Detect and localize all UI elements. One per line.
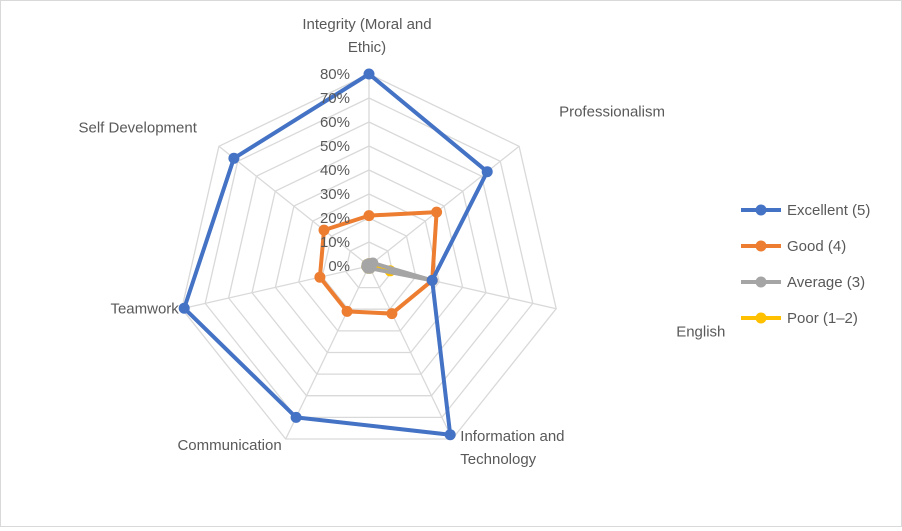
data-point xyxy=(290,411,302,423)
category-label-professionalism: Professionalism xyxy=(559,103,665,120)
grid-spoke xyxy=(368,265,453,440)
category-label-line: Communication xyxy=(177,437,281,454)
tick-label: 10% xyxy=(320,234,350,251)
category-label-line: Integrity (Moral and xyxy=(302,16,431,33)
data-point xyxy=(363,210,375,222)
legend-item-good-4: Good (4) xyxy=(741,238,846,255)
category-label-self-development: Self Development xyxy=(78,119,197,136)
grid-spoke xyxy=(218,145,370,267)
grid-ring-60 xyxy=(227,121,511,397)
legend-label: Excellent (5) xyxy=(787,202,870,219)
tick-label: 70% xyxy=(320,90,350,107)
legend-label: Good (4) xyxy=(787,238,846,255)
series-average-3 xyxy=(361,257,438,286)
category-label-teamwork: Teamwork xyxy=(110,301,179,318)
category-label-line: Information and xyxy=(460,428,564,445)
grid-spoke xyxy=(368,145,520,267)
tick-label: 80% xyxy=(320,66,350,83)
category-label-information-and-technology: Information and Technology xyxy=(460,428,564,468)
category-label-line: English xyxy=(676,324,725,341)
data-point xyxy=(314,271,326,283)
data-point xyxy=(481,166,493,178)
value-axis-labels: 0% 10% 20% 30% 40% 50% 60% 70% 80% xyxy=(320,66,350,275)
legend-swatch-marker xyxy=(755,312,767,324)
series-excellent-5 xyxy=(178,68,493,441)
grid-spoke xyxy=(181,265,370,310)
tick-label: 20% xyxy=(320,210,350,227)
category-label-line: Ethic) xyxy=(348,39,386,56)
grid xyxy=(181,73,557,440)
grid-ring-30 xyxy=(298,193,440,332)
data-point xyxy=(341,305,353,317)
series-layer xyxy=(178,68,493,441)
data-point xyxy=(444,429,456,441)
legend-label: Average (3) xyxy=(787,274,865,291)
grid-spoke xyxy=(285,265,370,440)
category-label-line: Self Development xyxy=(78,119,197,136)
category-label-line: Teamwork xyxy=(110,301,179,318)
series-line-excellent-5 xyxy=(182,72,490,437)
tick-label: 30% xyxy=(320,186,350,203)
tick-label: 60% xyxy=(320,114,350,131)
series-line-good-4 xyxy=(317,210,439,316)
grid-ring-80 xyxy=(181,73,557,440)
legend-item-poor-1-2: Poor (1–2) xyxy=(741,310,858,327)
tick-label: 50% xyxy=(320,138,350,155)
data-point xyxy=(431,206,443,218)
data-point xyxy=(178,302,190,314)
tick-label: 0% xyxy=(328,258,350,275)
category-label-line: Professionalism xyxy=(559,103,665,120)
data-point xyxy=(363,68,375,80)
grid-ring-20 xyxy=(321,217,417,310)
category-label-english: English xyxy=(676,324,725,341)
category-labels: Integrity (Moral and Ethic) Professionalis… xyxy=(78,16,725,468)
data-point xyxy=(361,259,373,270)
category-label-line: Technology xyxy=(460,451,536,468)
data-point xyxy=(386,308,398,320)
grid-ring-10 xyxy=(344,241,394,289)
grid-ring-40 xyxy=(274,169,464,354)
tick-label: 40% xyxy=(320,162,350,179)
category-label-integrity-moral-and-ethic: Integrity (Moral and Ethic) xyxy=(302,16,431,56)
legend-swatch-marker xyxy=(755,276,767,288)
category-label-communication: Communication xyxy=(177,437,281,454)
legend-swatch-marker xyxy=(755,240,767,252)
grid-ring-70 xyxy=(204,97,534,419)
legend-item-average-3: Average (3) xyxy=(741,274,865,291)
legend-label: Poor (1–2) xyxy=(787,310,858,327)
legend: Excellent (5) Good (4) Average (3) Poor (1–… xyxy=(741,202,870,327)
legend-item-excellent-5: Excellent (5) xyxy=(741,202,870,219)
legend-swatch-marker xyxy=(755,204,767,216)
data-point xyxy=(228,152,240,164)
data-point xyxy=(318,224,330,236)
data-point xyxy=(426,274,438,286)
